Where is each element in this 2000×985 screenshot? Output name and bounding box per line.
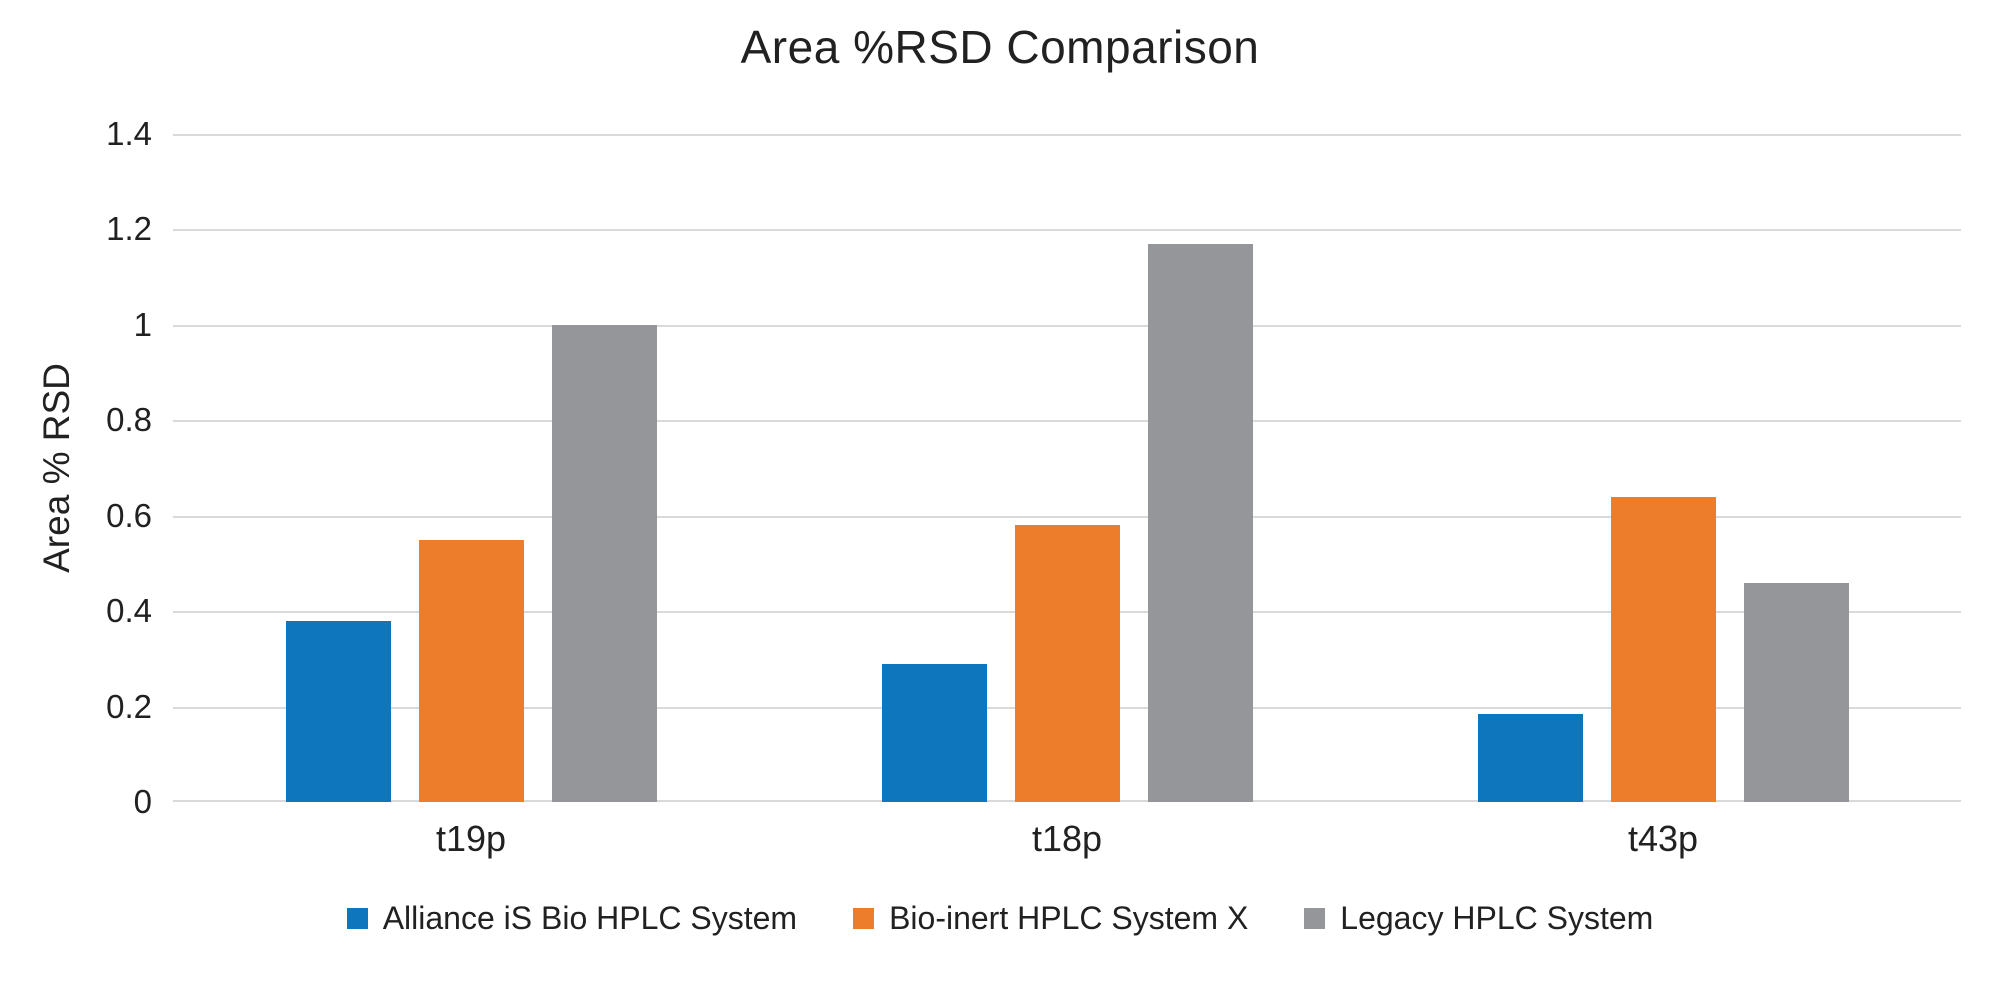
legend-swatch-icon: [853, 908, 875, 929]
bar-t18p-series-1: [881, 663, 987, 802]
x-category-label-t18p: t18p: [1031, 818, 1103, 859]
gridline: [173, 515, 1961, 518]
legend-item: Bio-inert HPLC System X: [853, 900, 1248, 937]
gridline: [173, 134, 1961, 136]
bar-t43p-series-3: [1743, 582, 1849, 802]
y-tick-label: 0: [133, 783, 152, 820]
legend-label: Alliance iS Bio HPLC System: [382, 900, 798, 936]
y-tick-label: 1.2: [106, 210, 152, 248]
gridline: [173, 324, 1961, 327]
bar-t19p-series-1: [285, 620, 391, 802]
y-tick-label: 0.6: [106, 496, 152, 534]
legend-item: Legacy HPLC System: [1304, 900, 1653, 937]
bar-t19p-series-2: [418, 539, 524, 802]
legend-label: Legacy HPLC System: [1340, 900, 1654, 936]
gridline: [173, 229, 1961, 232]
x-category-label-t19p: t19p: [435, 818, 507, 859]
legend-item: Alliance iS Bio HPLC System: [346, 900, 798, 937]
legend-swatch-icon: [346, 908, 368, 929]
x-category-label-t43p: t43p: [1627, 818, 1699, 859]
legend-label: Bio-inert HPLC System X: [889, 900, 1249, 936]
x-axis-category-labels: t19p t18p t43p: [173, 818, 1961, 868]
bar-t19p-series-3: [551, 324, 657, 802]
plot-area: [173, 134, 1961, 802]
gridline: [173, 420, 1961, 423]
chart-title: Area %RSD Comparison: [740, 21, 1260, 73]
y-tick-label: 1.4: [106, 115, 152, 152]
bar-t18p-series-2: [1014, 525, 1120, 802]
legend: Alliance iS Bio HPLC System Bio-inert HPL…: [0, 900, 2000, 937]
y-tick-label: 0.2: [106, 687, 152, 725]
y-axis-tick-labels: 0 0.2 0.4 0.6 0.8 1 1.2 1.4: [0, 115, 152, 820]
legend-swatch-icon: [1304, 908, 1326, 929]
bar-t43p-series-1: [1477, 713, 1583, 802]
y-tick-label: 0.4: [106, 592, 152, 630]
bar-t43p-series-2: [1610, 496, 1716, 802]
y-tick-label: 0.8: [106, 401, 152, 439]
bar-t18p-series-3: [1147, 243, 1253, 802]
y-tick-label: 1: [133, 305, 152, 343]
